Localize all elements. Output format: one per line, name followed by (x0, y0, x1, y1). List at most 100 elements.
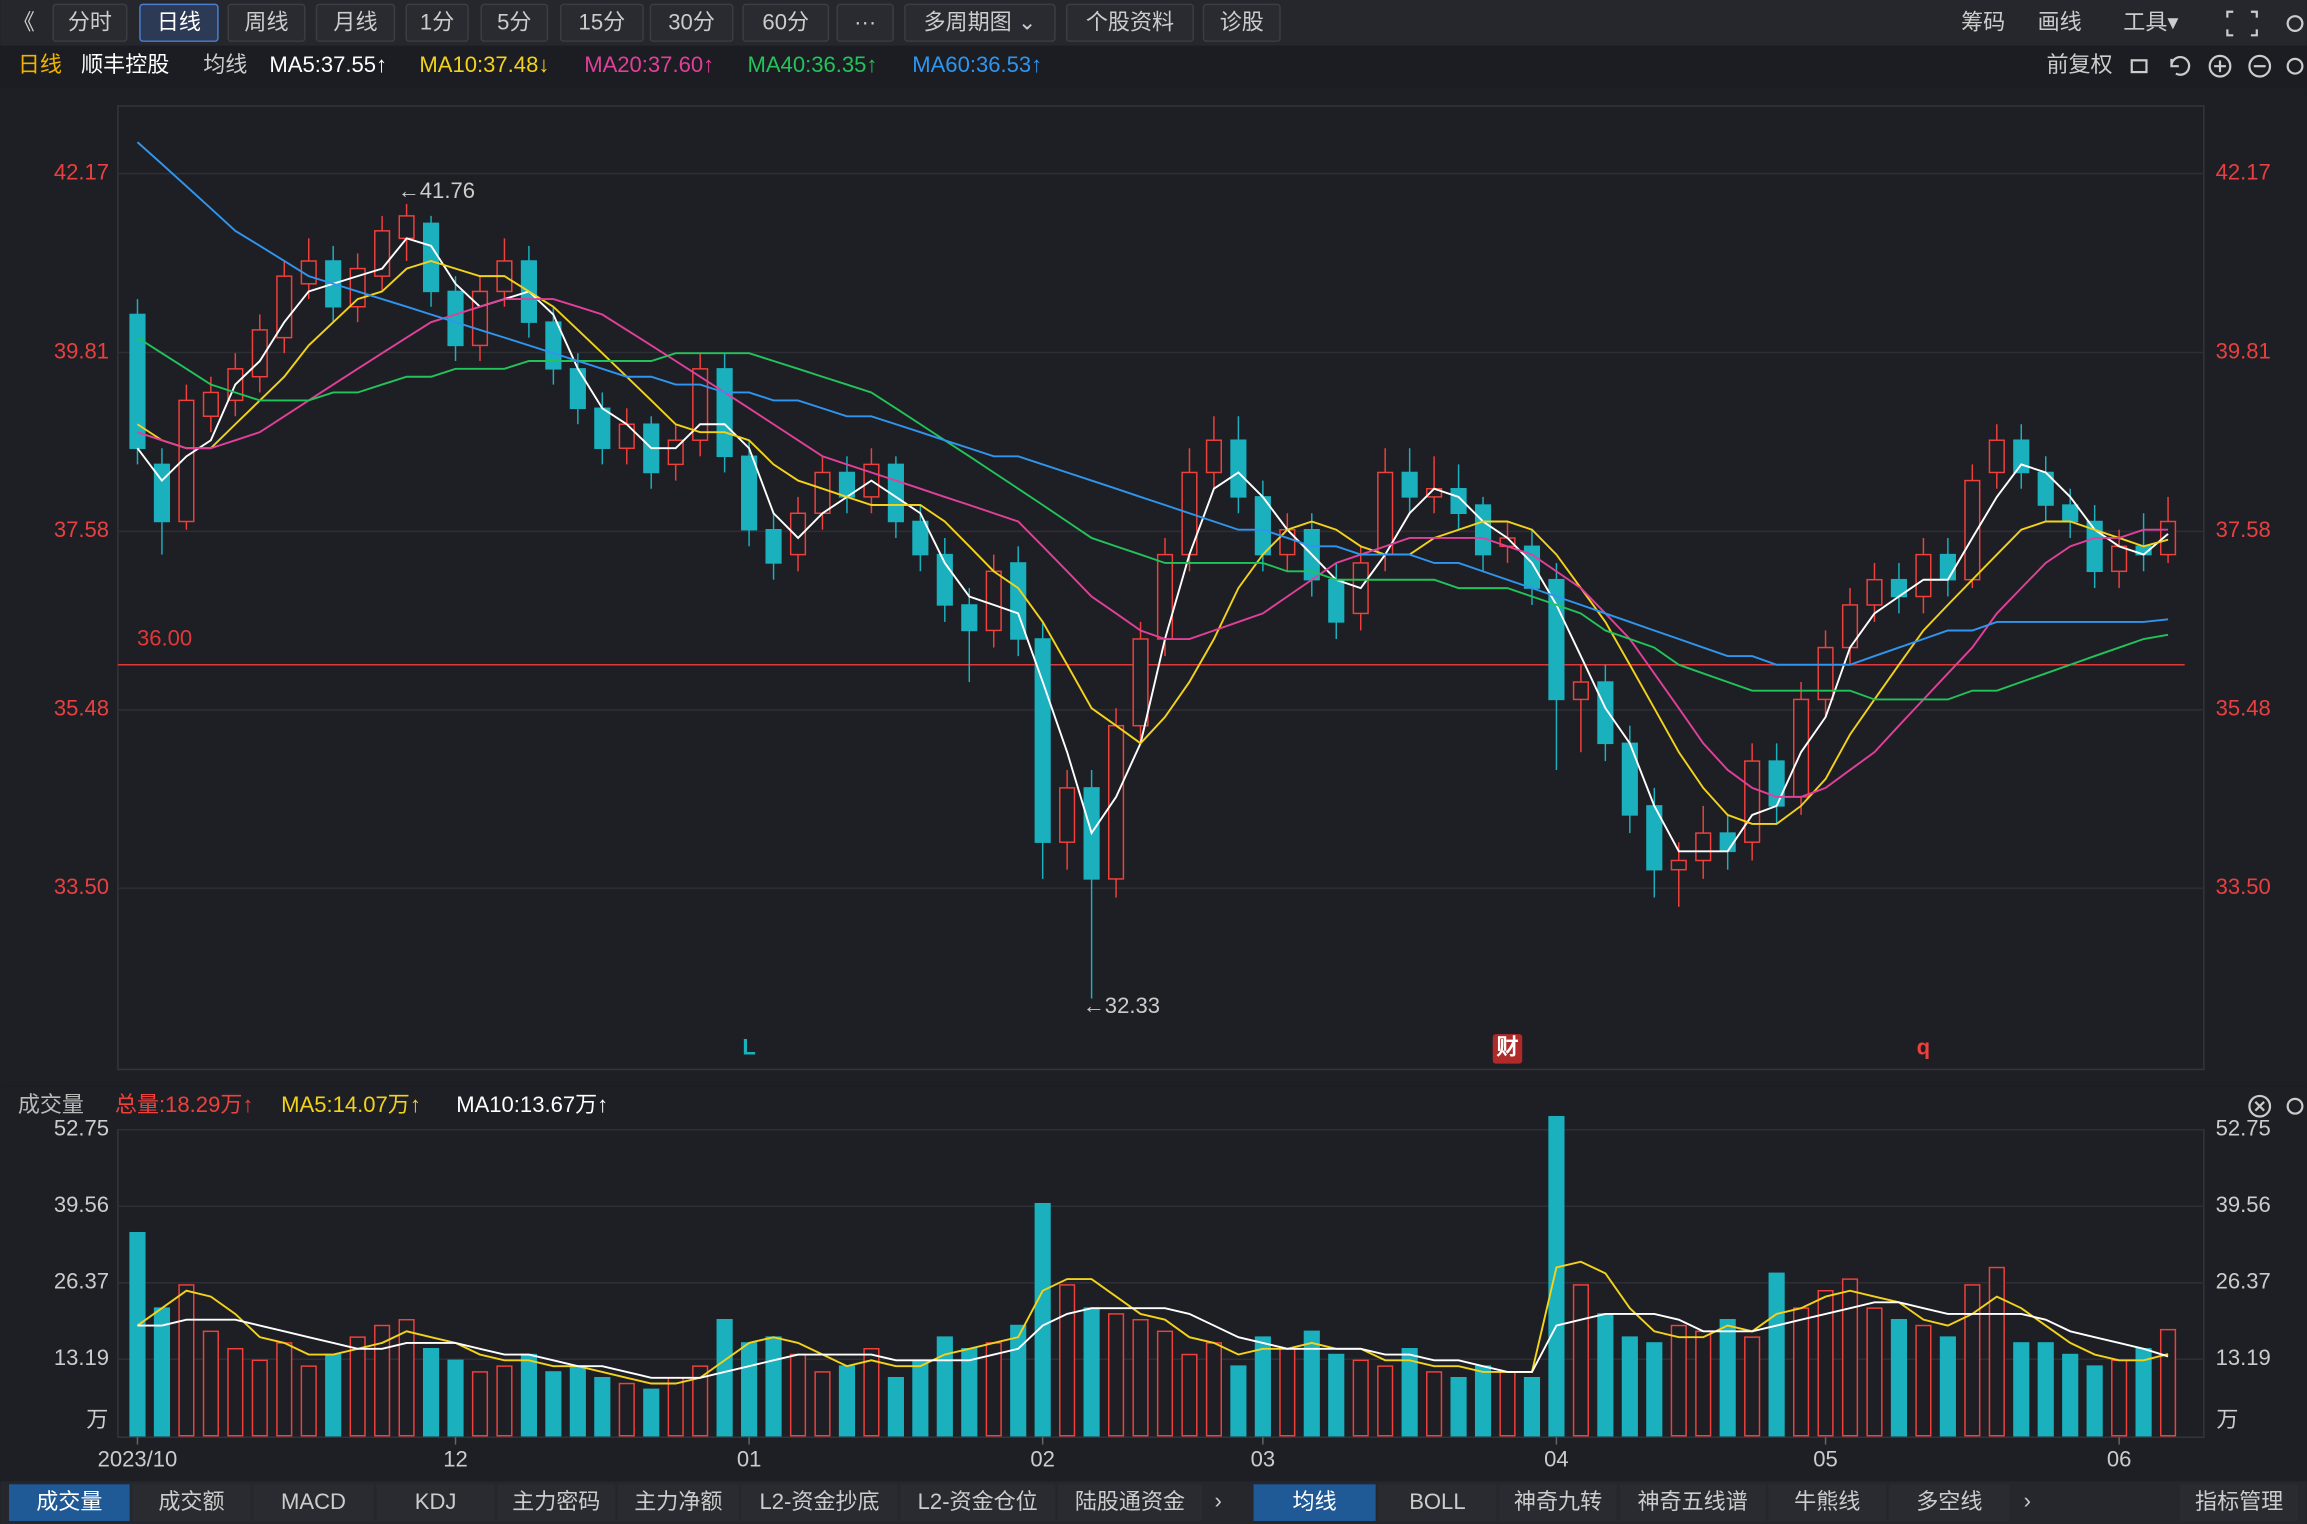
indicator-tab[interactable]: 多空线 (1916, 1489, 1982, 1514)
toolbar-tab[interactable]: 5分 (497, 9, 531, 34)
indicator-tab[interactable]: 神奇九转 (1514, 1489, 1602, 1514)
candle-body (447, 290, 464, 347)
toolbar-tab[interactable]: ··· (854, 9, 876, 34)
settings-icon-2[interactable] (2286, 57, 2304, 75)
indicator-tab-bg[interactable] (132, 1484, 251, 1522)
x-tick-label: 2023/10 (98, 1447, 178, 1472)
indicator-tab-bg[interactable] (497, 1484, 616, 1522)
candle-body (594, 407, 611, 449)
ma-line (137, 298, 2169, 798)
toolbar-tab-bg[interactable] (559, 3, 644, 42)
panel-settings-icon[interactable] (2286, 1097, 2304, 1115)
toolbar-tab[interactable]: 诊股 (1220, 9, 1264, 34)
indicator-tab[interactable]: 主力净额 (634, 1489, 722, 1514)
toolbar-tab[interactable]: 15分 (579, 9, 626, 34)
toolbar-tab-bg[interactable] (52, 3, 128, 42)
indicator-tab-bg[interactable] (1378, 1484, 1497, 1522)
toolbar-right-item[interactable]: 筹码 (1961, 9, 2005, 34)
indicator-tab-bg[interactable] (1768, 1484, 1887, 1522)
indicator-tab-bg[interactable] (618, 1484, 739, 1522)
undo-icon[interactable] (2170, 55, 2191, 76)
toolbar-tab-bg[interactable] (742, 3, 830, 42)
toolbar-tab-bg[interactable] (139, 3, 219, 42)
toolbar-tab-bg[interactable] (836, 3, 894, 42)
toolbar-tab-bg[interactable] (405, 3, 469, 42)
fullscreen-icon[interactable] (2226, 10, 2258, 37)
candle-body (1768, 760, 1785, 807)
price-frame (117, 105, 2205, 1071)
toolbar-tab[interactable]: 1分 (420, 9, 454, 34)
toolbar-tab-bg[interactable] (480, 3, 549, 42)
volume-bar (1988, 1266, 2005, 1437)
indicator-tab-bg[interactable] (900, 1484, 1055, 1522)
settings-icon[interactable] (2286, 15, 2304, 32)
lock-icon[interactable] (2130, 59, 2148, 74)
toolbar-tab[interactable]: 多周期图 ⌄ (924, 9, 1037, 34)
toolbar-tab[interactable]: 30分 (668, 9, 715, 34)
volume-bar (2135, 1347, 2152, 1437)
candle-body (667, 439, 684, 466)
adjust-label[interactable]: 前复权 (2046, 52, 2112, 77)
volume-bar (594, 1376, 611, 1437)
tabs-next-right[interactable]: › (2024, 1488, 2031, 1513)
toolbar-right-item[interactable]: 工具▾ (2123, 9, 2178, 34)
indicator-tab[interactable]: L2-资金仓位 (918, 1489, 1038, 1514)
candle-body (545, 321, 562, 370)
zoom-in-icon[interactable] (2208, 54, 2232, 78)
indicator-tab[interactable]: BOLL (1409, 1489, 1465, 1514)
zoom-out-icon[interactable] (2248, 54, 2272, 78)
indicator-tab[interactable]: 牛熊线 (1794, 1489, 1860, 1514)
manage-bg[interactable] (2180, 1484, 2298, 1522)
volume-bar (1132, 1318, 1149, 1437)
indicator-tab-bg[interactable] (1253, 1484, 1376, 1522)
toolbar-tab[interactable]: 周线 (244, 9, 288, 34)
indicator-tab-bg[interactable] (1889, 1484, 2010, 1522)
indicator-tab[interactable]: L2-资金抄底 (760, 1489, 880, 1514)
back-button[interactable]: 《 (13, 9, 35, 34)
candle-body (1744, 760, 1761, 843)
close-panel-icon[interactable] (2248, 1094, 2272, 1118)
indicator-tab[interactable]: 均线 (1293, 1489, 1337, 1514)
indicator-tab-bg[interactable] (1619, 1484, 1766, 1522)
event-marker[interactable]: L (742, 1035, 755, 1060)
toolbar-right-item[interactable]: 画线 (2038, 9, 2082, 34)
indicator-tab-bg[interactable] (741, 1484, 898, 1522)
indicator-tab[interactable]: 主力密码 (512, 1489, 600, 1514)
toolbar-tab[interactable]: 月线 (333, 9, 377, 34)
indicator-tab-bg[interactable] (1057, 1484, 1203, 1522)
candle-body (1988, 439, 2005, 474)
toolbar-tab[interactable]: 60分 (762, 9, 809, 34)
tabs-next-left[interactable]: › (1215, 1488, 1222, 1513)
volume-bar (2159, 1328, 2177, 1437)
toolbar-tab-bg[interactable] (649, 3, 734, 42)
indicator-tab-bg[interactable] (1499, 1484, 1617, 1522)
candle-body (1132, 638, 1149, 727)
volume-bar (496, 1365, 513, 1437)
toolbar-tab[interactable]: 日线 (157, 9, 201, 34)
toolbar-tab-bg[interactable] (1065, 3, 1194, 42)
volume-bar (1499, 1371, 1516, 1437)
y-tick-label: 42.17 (54, 159, 109, 184)
volume-bar (251, 1359, 268, 1437)
volume-bar (985, 1342, 1002, 1437)
toolbar-tab-bg[interactable] (904, 3, 1056, 42)
y-tick-label: 39.81 (54, 338, 109, 363)
indicator-tab[interactable]: KDJ (415, 1489, 457, 1514)
toolbar-tab[interactable]: 个股资料 (1086, 9, 1174, 34)
indicator-tab[interactable]: 成交量 (36, 1489, 102, 1514)
manage-button[interactable]: 指标管理 (2195, 1489, 2283, 1514)
indicator-tab[interactable]: 神奇五线谱 (1638, 1489, 1748, 1514)
toolbar-tab-bg[interactable] (227, 3, 306, 42)
indicator-tab[interactable]: 陆股通资金 (1075, 1489, 1185, 1514)
toolbar-tab-bg[interactable] (315, 3, 396, 42)
event-marker[interactable]: 财 (1496, 1035, 1518, 1060)
indicator-tab[interactable]: MACD (281, 1489, 346, 1514)
event-marker[interactable]: q (1917, 1035, 1930, 1060)
indicator-tab[interactable]: 成交额 (158, 1489, 224, 1514)
toolbar-tab-bg[interactable] (1202, 3, 1281, 42)
indicator-tab-bg[interactable] (376, 1484, 495, 1522)
indicator-tab-bg[interactable] (9, 1484, 130, 1522)
toolbar-tab[interactable]: 分时 (68, 9, 112, 34)
indicator-tab-bg[interactable] (253, 1484, 374, 1522)
